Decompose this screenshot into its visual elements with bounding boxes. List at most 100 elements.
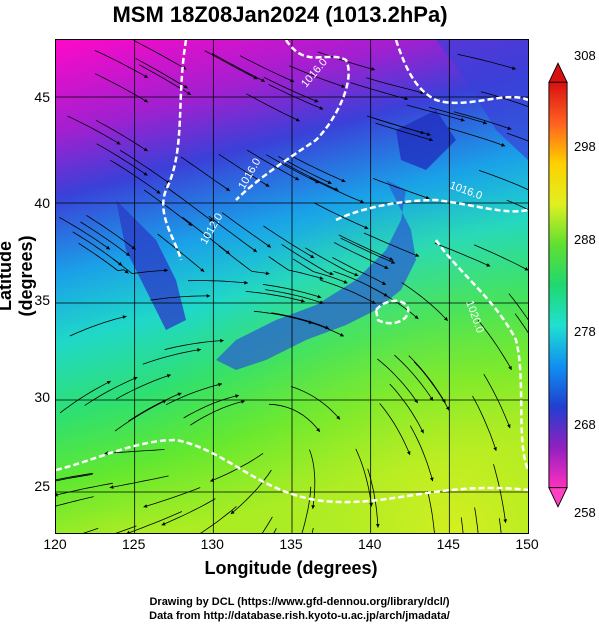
- streamline: [284, 163, 339, 191]
- hokkaido-landmass: [396, 110, 456, 170]
- streamline-arrow: [266, 243, 271, 248]
- streamline: [506, 199, 528, 210]
- x-tick-label: 145: [436, 536, 460, 552]
- streamline: [94, 50, 149, 79]
- streamline-arrow: [404, 96, 409, 101]
- streamline: [265, 289, 324, 304]
- x-tick-label: 130: [200, 536, 224, 552]
- isobar-contours: [56, 40, 528, 504]
- streamline: [127, 511, 183, 533]
- streamline-arrow: [143, 504, 148, 508]
- streamline: [218, 245, 270, 275]
- streamline-arrow: [106, 245, 110, 250]
- colorbar-tick: 258: [574, 505, 596, 520]
- streamline-arrow: [420, 429, 424, 434]
- streamline: [59, 380, 111, 414]
- map-canvas: 1016.0 1016.0 1016.0 1012.0 1020.0: [56, 40, 528, 533]
- streamline: [292, 258, 348, 284]
- streamline-arrow: [444, 316, 448, 321]
- streamline: [366, 77, 425, 94]
- streamline-arrow: [384, 265, 389, 269]
- streamline: [271, 312, 330, 329]
- streamline: [165, 383, 223, 406]
- streamline-arrow: [508, 365, 512, 370]
- streamline: [128, 392, 182, 422]
- streamline: [483, 373, 511, 429]
- streamline: [289, 65, 346, 88]
- streamline-arrow: [354, 272, 359, 277]
- y-tick-label: 30: [34, 389, 50, 405]
- streamline: [80, 221, 131, 257]
- map-panel: 1016.0 1016.0 1016.0 1012.0 1020.0: [55, 39, 529, 534]
- streamline-arrow: [225, 187, 230, 191]
- streamline-arrow: [325, 325, 330, 330]
- streamline-arrow: [164, 268, 168, 273]
- streamline-arrow: [359, 199, 364, 204]
- streamline-arrow: [210, 478, 215, 482]
- y-axis-label: Latitude (degrees): [0, 235, 36, 317]
- streamline-arrow: [133, 376, 138, 381]
- streamline-arrow: [122, 315, 127, 319]
- streamline: [291, 155, 346, 183]
- wind-streamlines: [56, 40, 528, 533]
- streamline-arrow: [336, 415, 340, 420]
- streamline: [340, 237, 396, 264]
- streamline: [350, 82, 409, 100]
- streamline: [460, 517, 464, 533]
- japan-landmass: [216, 180, 416, 370]
- streamline: [480, 91, 528, 107]
- streamline-arrow: [310, 254, 315, 258]
- streamline: [114, 399, 167, 432]
- streamline: [95, 120, 148, 152]
- x-tick-label: 125: [122, 536, 146, 552]
- streamline: [472, 395, 497, 452]
- streamline-arrow: [118, 261, 123, 266]
- streamline: [161, 498, 216, 526]
- streamline-arrow: [106, 381, 111, 385]
- streamline-arrow: [300, 298, 305, 303]
- streamline: [56, 496, 94, 507]
- streamline: [290, 386, 341, 420]
- streamline: [506, 132, 528, 142]
- streamline: [314, 202, 369, 230]
- streamline: [143, 487, 201, 508]
- streamline: [230, 469, 272, 515]
- y-tick-label: 25: [34, 478, 50, 494]
- streamline-arrow: [311, 505, 316, 509]
- streamline: [221, 212, 272, 248]
- streamline: [269, 403, 321, 433]
- streamline-arrow: [415, 253, 420, 257]
- streamline-arrow: [319, 276, 324, 280]
- streamline-arrow: [414, 315, 419, 319]
- streamline: [253, 310, 313, 324]
- streamline: [263, 76, 319, 103]
- streamline-arrow: [319, 300, 324, 305]
- streamline-arrow: [501, 143, 506, 147]
- streamline: [478, 170, 528, 190]
- streamline-arrow: [265, 271, 270, 276]
- streamline: [115, 525, 137, 533]
- streamline-arrow: [381, 281, 386, 285]
- streamline: [508, 293, 528, 321]
- streamline: [157, 233, 205, 273]
- streamline-arrow: [426, 132, 431, 136]
- chart-title: MSM 18Z08Jan2024 (1013.2hPa): [112, 2, 448, 27]
- streamline: [187, 280, 248, 284]
- streamline: [375, 122, 434, 141]
- streamline: [493, 464, 507, 523]
- streamline: [372, 178, 430, 200]
- streamline-arrow: [339, 333, 344, 337]
- streamline: [246, 149, 300, 181]
- streamline: [261, 516, 273, 533]
- streamline-arrow: [156, 190, 161, 194]
- streamline: [200, 506, 237, 533]
- streamline: [305, 247, 359, 277]
- streamline-arrow: [177, 392, 182, 397]
- streamline: [72, 231, 123, 266]
- streamline: [142, 349, 201, 365]
- streamline: [447, 127, 506, 147]
- streamline: [84, 376, 138, 406]
- streamline-arrow: [493, 447, 497, 451]
- streamline: [83, 527, 99, 533]
- streamline: [498, 518, 502, 533]
